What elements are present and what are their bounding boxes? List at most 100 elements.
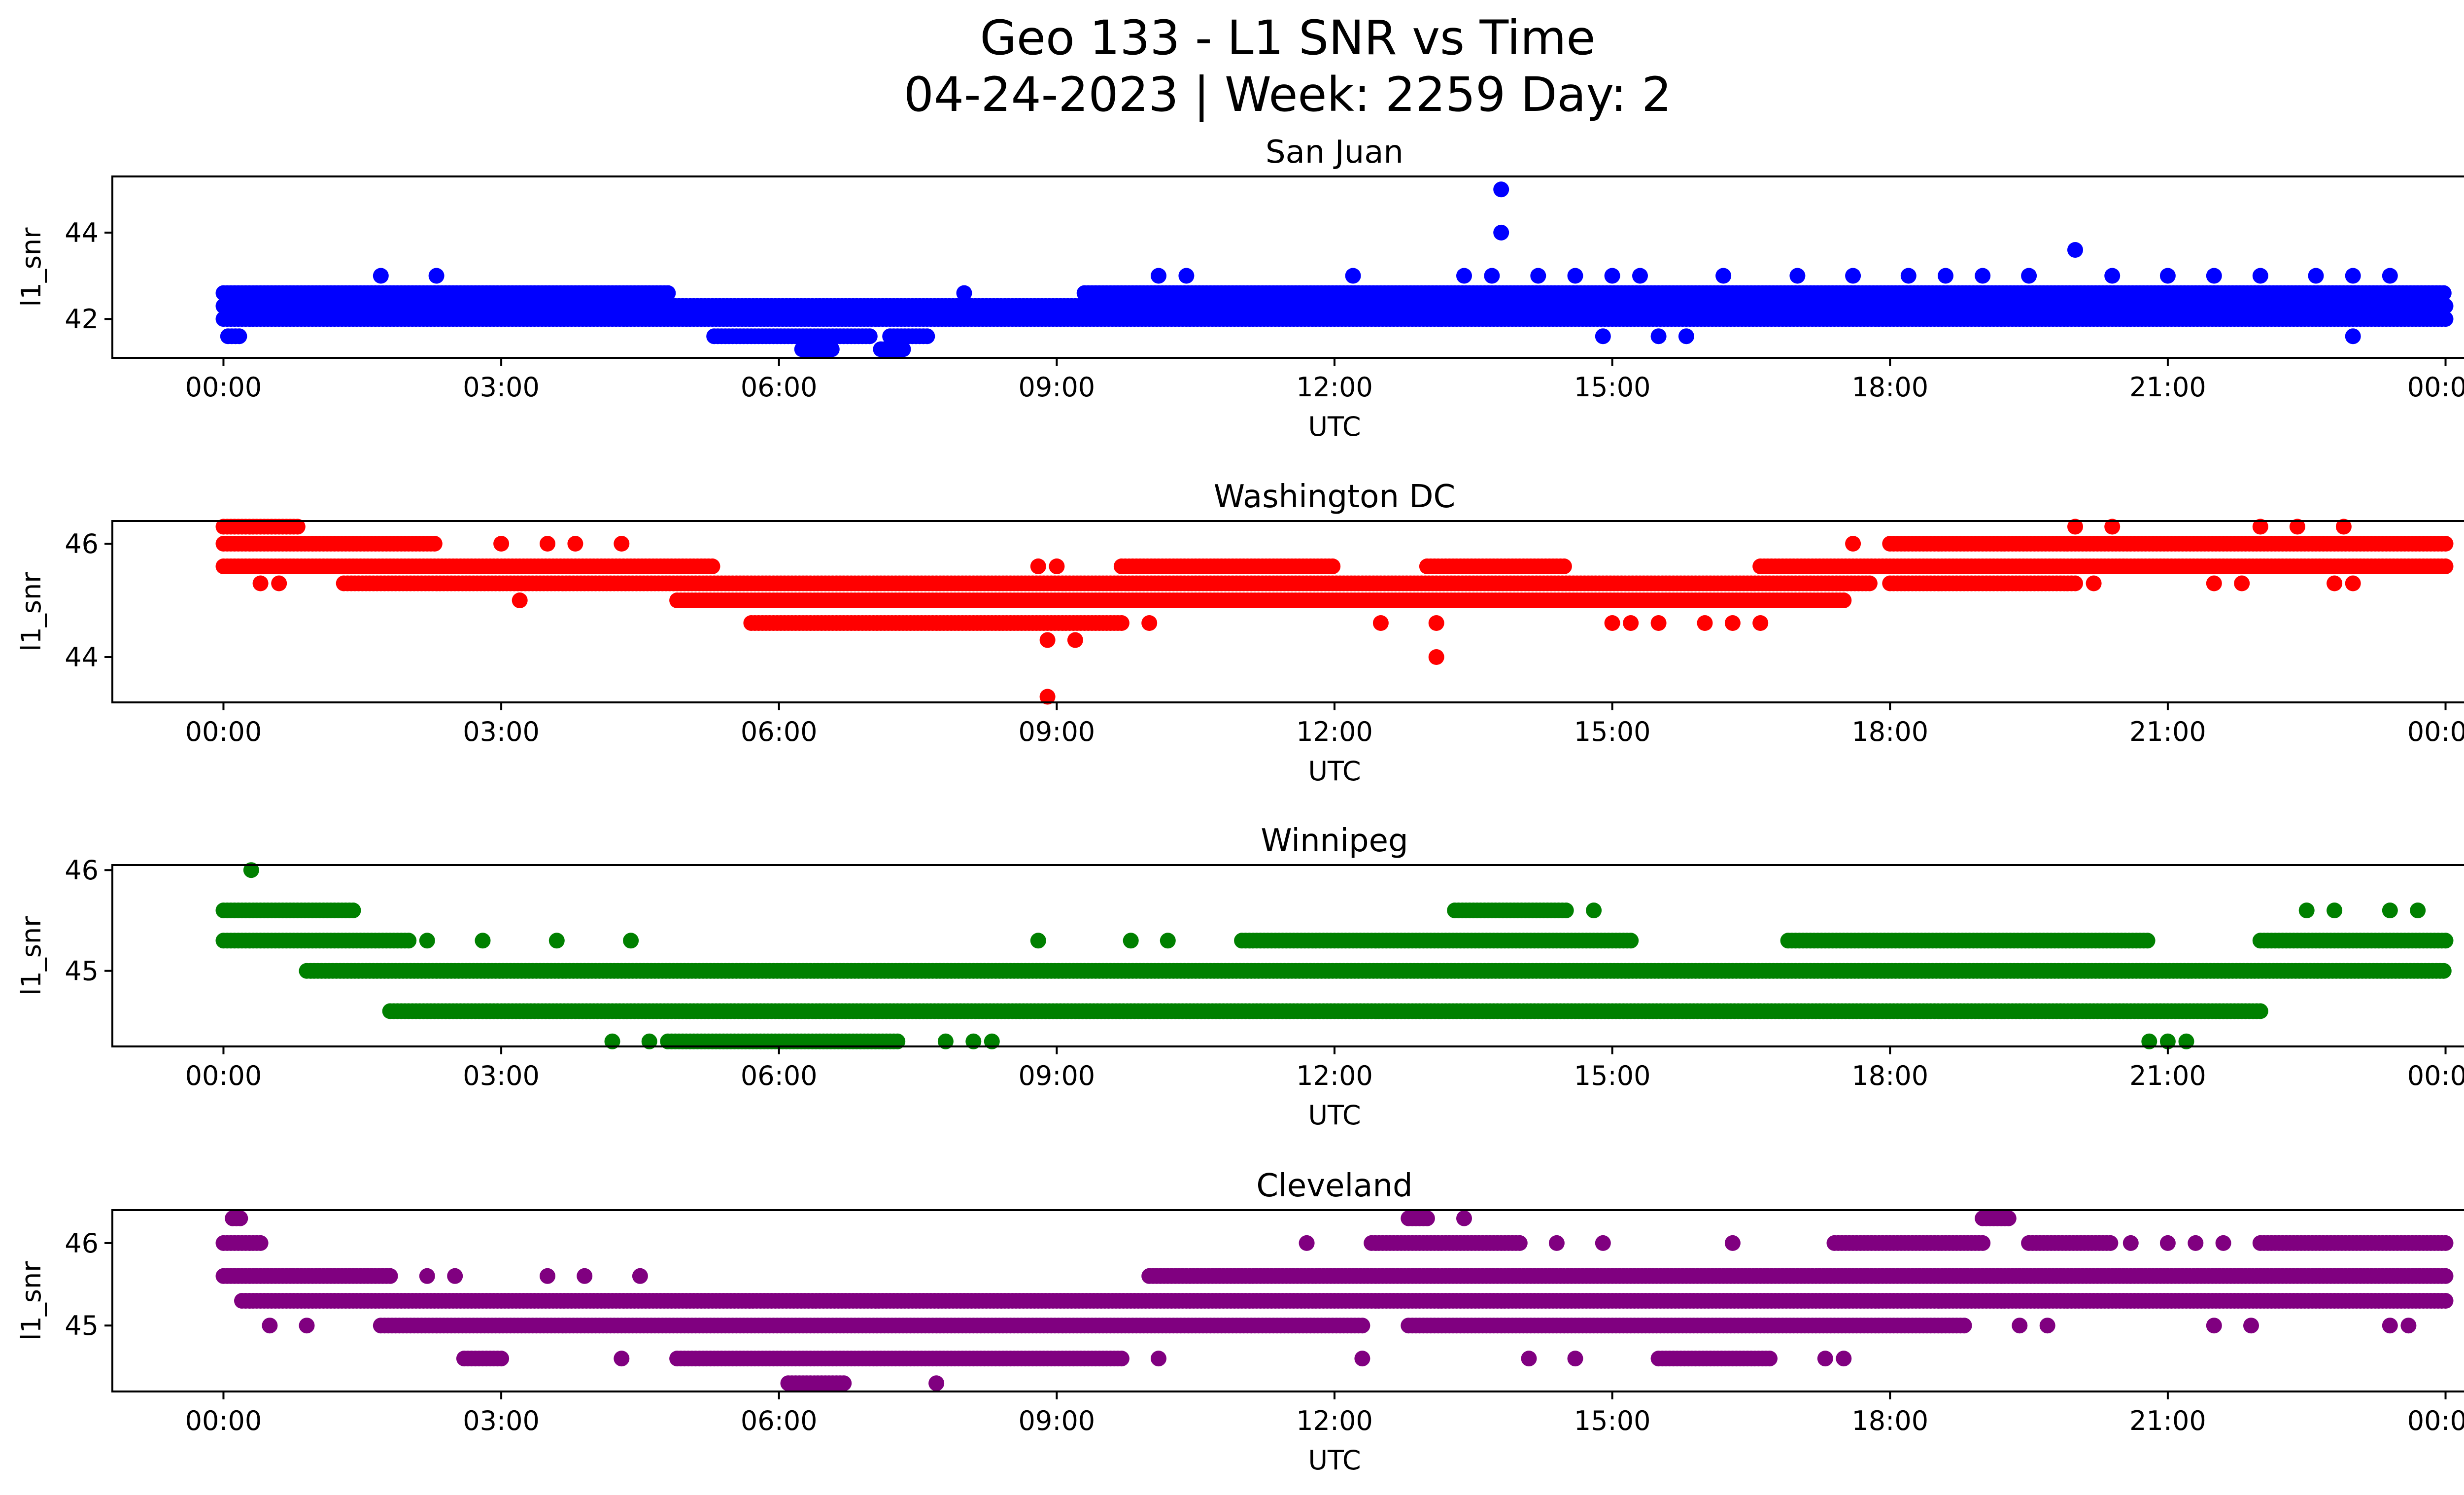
data-point	[1123, 933, 1139, 949]
x-tick-label: 00:00	[185, 716, 262, 747]
panel-title: Washington DC	[1214, 479, 1455, 515]
panel-title: Cleveland	[1256, 1168, 1412, 1204]
data-point	[823, 341, 840, 357]
data-point	[2067, 575, 2083, 591]
x-tick-label: 18:00	[1851, 716, 1928, 747]
data-point	[2252, 268, 2268, 284]
data-point	[965, 1033, 982, 1049]
data-point	[1678, 328, 1694, 345]
data-point	[623, 933, 639, 949]
x-tick-label: 12:00	[1296, 372, 1373, 403]
x-axis-label: UTC	[1308, 756, 1361, 787]
x-tick-label: 09:00	[1019, 716, 1095, 747]
data-point	[419, 933, 435, 949]
data-point	[1493, 181, 1509, 198]
data-point	[2437, 558, 2454, 574]
data-point	[1789, 268, 1806, 284]
data-point	[641, 1033, 657, 1049]
x-tick-label: 06:00	[741, 1060, 818, 1091]
x-tick-label: 06:00	[741, 372, 818, 403]
data-point	[428, 268, 445, 284]
x-tick-label: 03:00	[463, 1060, 540, 1091]
data-point	[289, 519, 306, 535]
data-point	[1724, 615, 1741, 631]
data-point	[2159, 1033, 2176, 1049]
data-point	[1595, 328, 1611, 345]
data-point	[2382, 268, 2398, 284]
data-point	[401, 933, 417, 949]
y-tick-label: 42	[65, 304, 99, 335]
data-point	[2234, 575, 2250, 591]
data-point	[231, 328, 247, 345]
data-point	[1039, 632, 1056, 648]
x-tick-label: 00:00	[2407, 372, 2464, 403]
data-point	[2159, 268, 2176, 284]
data-point	[2327, 903, 2343, 918]
data-point	[2067, 242, 2083, 258]
data-point	[2252, 519, 2268, 535]
data-point	[567, 536, 583, 552]
x-tick-label: 18:00	[1851, 1060, 1928, 1091]
y-tick-label: 44	[65, 642, 99, 673]
y-tick-label: 46	[65, 528, 99, 559]
axes-frame	[111, 864, 2464, 1047]
data-point	[1836, 592, 1852, 608]
y-tick-label: 44	[65, 217, 99, 248]
data-point	[1428, 649, 1444, 665]
x-tick-label: 18:00	[1851, 372, 1928, 403]
data-point	[2437, 311, 2454, 327]
data-point	[890, 1033, 906, 1049]
data-point	[2298, 903, 2315, 918]
data-point	[1493, 224, 1509, 241]
data-point	[2345, 575, 2361, 591]
scatter-series	[215, 181, 2454, 357]
data-point	[1178, 268, 1195, 284]
data-point	[937, 1033, 954, 1049]
x-tick-label: 12:00	[1296, 1060, 1373, 1091]
x-tick-label: 03:00	[463, 716, 540, 747]
data-point	[1650, 615, 1667, 631]
data-point	[1715, 268, 1732, 284]
data-point	[704, 558, 720, 574]
data-point	[1845, 536, 1861, 552]
y-axis-label: l1_snr	[16, 916, 47, 996]
figure-title-line1: Geo 133 - L1 SNR vs Time	[980, 10, 1596, 66]
data-point	[1049, 558, 1065, 574]
data-point	[2178, 1033, 2194, 1049]
data-point	[1604, 268, 1620, 284]
data-point	[1530, 268, 1546, 284]
data-point	[1845, 268, 1861, 284]
data-point	[1558, 903, 1574, 918]
data-point	[2206, 268, 2222, 284]
data-point	[252, 575, 269, 591]
data-point	[1632, 268, 1648, 284]
scatter-series	[215, 1210, 2454, 1391]
data-point	[1456, 268, 1472, 284]
x-tick-label: 21:00	[2129, 372, 2206, 403]
data-point	[1938, 268, 1953, 284]
x-axis-label: UTC	[1308, 1100, 1361, 1131]
x-tick-label: 15:00	[1574, 372, 1651, 403]
data-point	[1604, 615, 1620, 631]
data-point	[1372, 615, 1389, 631]
data-point	[1151, 268, 1166, 284]
figure-title-line2: 04-24-2023 | Week: 2259 Day: 2	[904, 67, 1672, 123]
scatter-series	[215, 862, 2454, 1049]
data-point	[1697, 615, 1713, 631]
y-axis-label: l1_snr	[16, 572, 47, 652]
data-point	[1419, 1210, 1435, 1226]
data-point	[540, 536, 555, 552]
data-point	[373, 268, 389, 284]
data-point	[2345, 328, 2361, 345]
x-tick-label: 15:00	[1574, 1060, 1651, 1091]
data-point	[895, 341, 911, 357]
x-tick-label: 00:00	[185, 1060, 262, 1091]
data-point	[1030, 933, 1046, 949]
data-point	[232, 1210, 248, 1226]
data-point	[2289, 519, 2305, 535]
panel-title: Winnipeg	[1261, 823, 1408, 859]
axes-frame	[111, 175, 2464, 359]
